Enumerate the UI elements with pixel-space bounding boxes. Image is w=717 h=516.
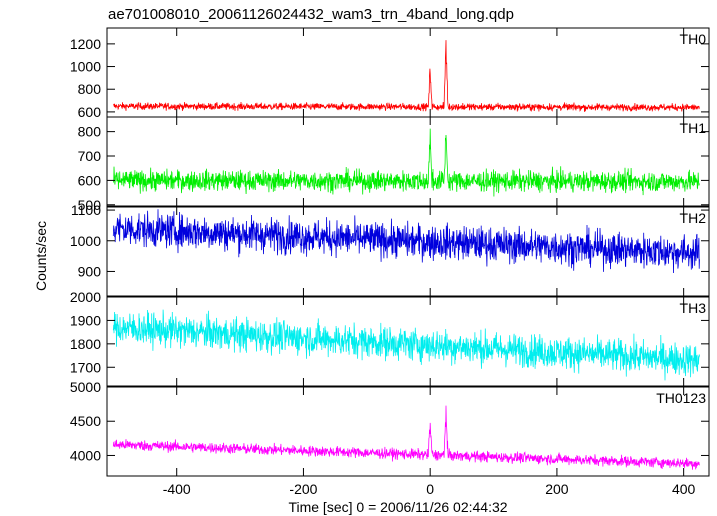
panel-label-th0: TH0	[680, 31, 707, 47]
x-tick-label: -200	[289, 481, 317, 497]
panel-label-th0123: TH0123	[656, 390, 706, 406]
y-tick-label-th3: 1800	[70, 336, 101, 352]
panel-label-th3: TH3	[680, 300, 707, 316]
series-line-th0123	[112, 405, 700, 470]
y-tick-label-th2: 1000	[70, 233, 101, 249]
x-tick-label: -400	[163, 481, 191, 497]
panel-frame-th0	[106, 27, 710, 118]
y-tick-label-th2: 900	[78, 263, 102, 279]
x-axis-label: Time [sec] 0 = 2006/11/26 02:44:32	[288, 499, 507, 515]
y-tick-label-th1: 700	[78, 148, 102, 164]
x-tick-label: 400	[672, 481, 696, 497]
y-tick-label-th1: 500	[78, 197, 102, 213]
y-tick-label-th0: 1000	[70, 59, 101, 75]
series-line-th0	[112, 40, 700, 112]
panel-label-th2: TH2	[680, 210, 707, 226]
y-tick-label-th0: 800	[78, 81, 102, 97]
series-line-th1	[112, 128, 700, 197]
y-tick-label-th0: 600	[78, 104, 102, 120]
chart-title: ae701008010_20061126024432_wam3_trn_4ban…	[108, 6, 514, 23]
series-line-th2	[112, 209, 700, 274]
panel-frame-th3	[106, 296, 710, 387]
x-tick-label: 200	[545, 481, 569, 497]
y-tick-label-th3: 1900	[70, 312, 101, 328]
y-tick-label-th0123: 5000	[70, 379, 101, 395]
panel-label-th1: TH1	[680, 120, 707, 136]
x-tick-label: 0	[426, 481, 434, 497]
y-tick-label-th3: 2000	[70, 289, 101, 305]
panel-frame-th1	[106, 116, 710, 207]
panel-frame-th0123	[106, 386, 710, 477]
y-tick-label-th0123: 4000	[70, 447, 101, 463]
y-tick-label-th1: 800	[78, 124, 102, 140]
y-tick-label-th3: 1700	[70, 359, 101, 375]
panel-frame-th2	[106, 206, 710, 297]
series-line-th3	[112, 309, 700, 381]
y-tick-label-th0123: 4500	[70, 413, 101, 429]
y-tick-label-th2: 1100	[71, 202, 101, 218]
panels-group: 600 800 1000 1200 TH0 500 600 700 800 TH1 900 1000 1…	[70, 27, 710, 497]
y-tick-label-th0: 1200	[70, 36, 101, 52]
y-tick-label-th1: 600	[78, 172, 102, 188]
y-axis-label: Counts/sec	[33, 221, 49, 291]
